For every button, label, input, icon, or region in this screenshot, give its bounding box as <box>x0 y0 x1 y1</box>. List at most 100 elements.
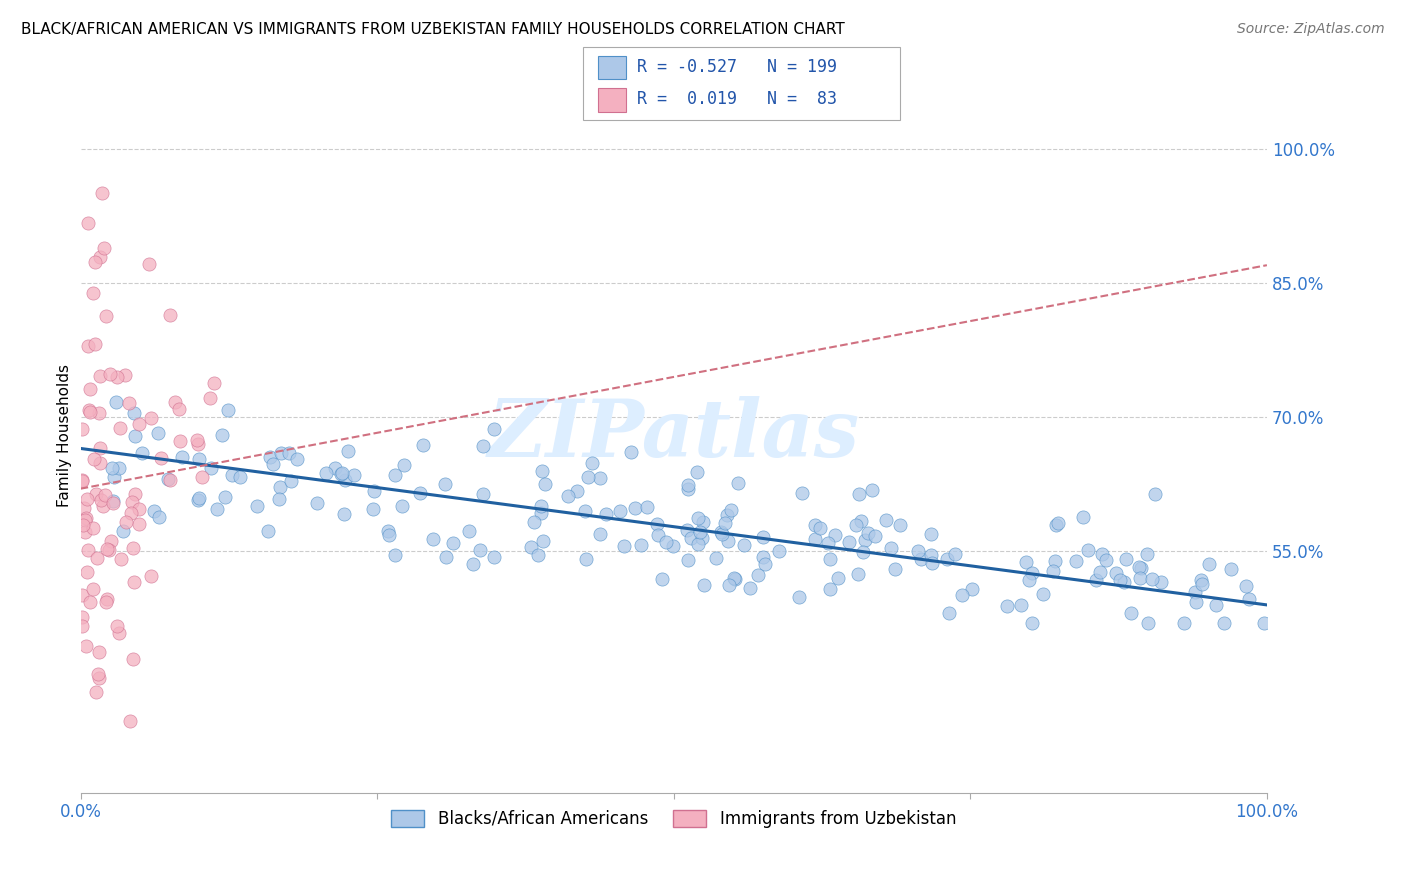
Point <box>75 511 97 525</box>
Point <box>84 685 107 699</box>
Point <box>827 571 849 585</box>
Point <box>73 501 96 516</box>
Point <box>531 533 554 548</box>
Point <box>688 511 710 525</box>
Point <box>105 370 128 384</box>
Point <box>89 644 111 658</box>
Point <box>530 464 553 478</box>
Point <box>820 552 842 566</box>
Point <box>889 518 911 533</box>
Point <box>361 502 384 516</box>
Point <box>1021 566 1043 580</box>
Point <box>441 536 464 550</box>
Point <box>434 476 457 491</box>
Point <box>150 451 173 466</box>
Point <box>630 537 652 551</box>
Point <box>484 422 506 436</box>
Point <box>83 255 105 269</box>
Point <box>434 549 457 564</box>
Point <box>90 492 112 507</box>
Point <box>110 552 132 566</box>
Text: R = -0.527   N = 199: R = -0.527 N = 199 <box>637 58 837 76</box>
Point <box>142 504 165 518</box>
Point <box>1021 615 1043 630</box>
Point <box>122 652 145 666</box>
Point <box>82 286 104 301</box>
Point <box>565 483 588 498</box>
Point <box>86 550 108 565</box>
Point <box>278 446 301 460</box>
Point <box>1094 552 1116 566</box>
Point <box>723 571 745 585</box>
Point <box>855 533 877 547</box>
Point <box>686 465 709 479</box>
Point <box>818 582 841 596</box>
Point <box>378 527 401 541</box>
Point <box>187 452 209 467</box>
Point <box>75 513 97 527</box>
Point <box>124 487 146 501</box>
Point <box>330 466 353 480</box>
Point <box>995 599 1018 613</box>
Point <box>848 486 870 500</box>
Point <box>1129 571 1152 585</box>
Point <box>146 426 169 441</box>
Point <box>679 532 702 546</box>
Point <box>72 518 94 533</box>
Point <box>790 485 813 500</box>
Point <box>101 461 124 475</box>
Point <box>686 537 709 551</box>
Point <box>1213 615 1236 630</box>
Point <box>716 508 738 522</box>
Point <box>1045 518 1067 533</box>
Point <box>83 337 105 351</box>
Point <box>1112 574 1135 589</box>
Point <box>943 547 966 561</box>
Point <box>77 216 100 230</box>
Point <box>259 450 281 464</box>
Point <box>76 566 98 580</box>
Point <box>141 569 163 583</box>
Point <box>89 368 111 383</box>
Point <box>693 578 716 592</box>
Point <box>89 456 111 470</box>
Point <box>280 474 302 488</box>
Point <box>1144 487 1167 501</box>
Text: Source: ZipAtlas.com: Source: ZipAtlas.com <box>1237 22 1385 37</box>
Point <box>1239 592 1261 607</box>
Point <box>1191 576 1213 591</box>
Point <box>94 309 117 323</box>
Point <box>122 406 145 420</box>
Point <box>595 507 617 521</box>
Point <box>846 567 869 582</box>
Point <box>613 539 636 553</box>
Point <box>910 552 932 566</box>
Point <box>96 595 118 609</box>
Point <box>191 469 214 483</box>
Point <box>246 499 269 513</box>
Point <box>79 382 101 396</box>
Point <box>262 457 284 471</box>
Point <box>1018 573 1040 587</box>
Point <box>124 429 146 443</box>
Point <box>1088 565 1111 579</box>
Point <box>875 513 897 527</box>
Point <box>1045 554 1067 568</box>
Point <box>1032 587 1054 601</box>
Point <box>1173 615 1195 630</box>
Point <box>91 499 114 513</box>
Point <box>188 491 211 505</box>
Point <box>589 471 612 485</box>
Point <box>70 474 93 488</box>
Point <box>170 450 193 465</box>
Point <box>139 410 162 425</box>
Point <box>82 521 104 535</box>
Point <box>647 528 669 542</box>
Point <box>159 308 181 322</box>
Point <box>817 536 839 550</box>
Point <box>76 491 98 506</box>
Point <box>330 467 353 481</box>
Text: ZIPatlas: ZIPatlas <box>488 396 859 474</box>
Point <box>384 468 406 483</box>
Point <box>83 452 105 467</box>
